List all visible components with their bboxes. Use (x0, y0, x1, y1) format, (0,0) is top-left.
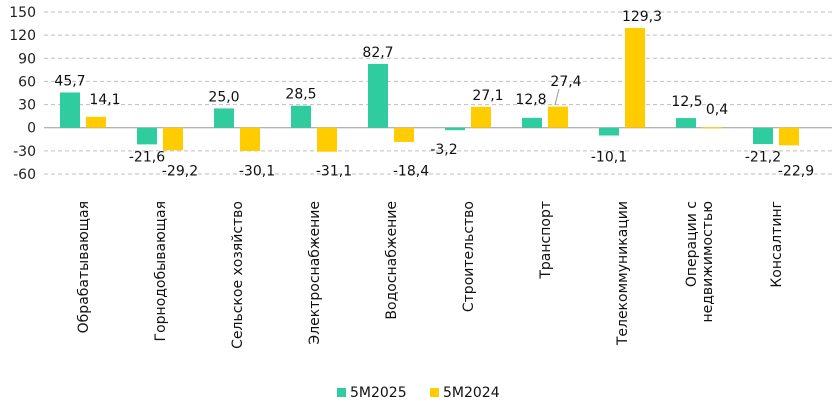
bar-series-1 (599, 127, 619, 136)
bar-series-1 (291, 105, 311, 128)
y-tick-label: 0 (27, 121, 36, 137)
data-label: 129,3 (622, 9, 662, 25)
data-label: 27,1 (472, 88, 503, 104)
category-label: Строительство (461, 201, 477, 312)
category-label: Электроснабжение (307, 201, 323, 345)
data-label: -29,2 (162, 164, 198, 180)
legend-label: 5М2025 (350, 385, 407, 401)
category-label-line: Транспорт (538, 201, 554, 280)
bar-series-2 (471, 106, 491, 128)
bar-series-1 (676, 118, 696, 128)
category-label-line: Строительство (461, 201, 477, 312)
bar-series-2 (240, 127, 260, 151)
legend-swatch (430, 388, 439, 397)
bar-series-2 (394, 127, 414, 142)
bars-layer (60, 27, 799, 152)
category-labels-layer: Обрабатывающая Горнодобывающая Сельское хо… (76, 201, 785, 349)
bar-series-1 (522, 117, 542, 128)
y-axis-tick-labels: -60 -30 0 30 60 90 120 150 (9, 5, 36, 183)
category-label: Обрабатывающая (76, 201, 92, 333)
data-label: -3,2 (430, 142, 457, 158)
category-label: Транспорт (538, 201, 554, 280)
category-label-line: Обрабатывающая (76, 201, 92, 333)
category-label-line: недвижимостью (700, 201, 716, 323)
bar-series-2 (163, 127, 183, 151)
category-label-line: Водоснабжение (384, 201, 400, 320)
y-tick-label: 90 (18, 51, 36, 67)
category-label: Операции с недвижимостью (684, 201, 716, 323)
bar-series-2 (548, 106, 568, 128)
bar-series-1 (214, 108, 234, 128)
data-label: -22,9 (778, 164, 814, 180)
category-label-line: Операции с (684, 201, 700, 287)
label-leader-line (554, 88, 560, 106)
y-tick-label: -30 (13, 144, 36, 160)
y-tick-label: 60 (18, 74, 36, 90)
category-label: Телекоммуникации (615, 201, 631, 346)
category-label-line: Горнодобывающая (153, 201, 169, 341)
category-label: Горнодобывающая (153, 201, 169, 341)
bar-series-1 (753, 127, 773, 145)
category-label-line: Сельское хозяйство (230, 201, 246, 349)
y-tick-label: -60 (13, 167, 36, 183)
bar-series-1 (60, 92, 80, 128)
bar-series-1 (137, 127, 157, 145)
data-label: 25,0 (208, 89, 239, 105)
data-label: 12,8 (515, 92, 546, 108)
legend-swatch (337, 388, 346, 397)
bar-series-1 (368, 63, 388, 128)
data-label: -30,1 (239, 164, 275, 180)
data-label: 0,4 (706, 102, 728, 118)
data-label: -18,4 (393, 164, 429, 180)
bar-series-2 (625, 27, 645, 128)
data-labels-layer: 45,714,1 -21,6-29,2 25,0 -30,1 28,5 -31,1 82,7… (54, 9, 814, 180)
legend: 5М2025 5М2024 (337, 385, 500, 401)
y-tick-label: 150 (9, 5, 36, 21)
category-label-line: Электроснабжение (307, 201, 323, 345)
data-label: -10,1 (591, 150, 627, 166)
bar-series-2 (86, 116, 106, 128)
data-label: -21,6 (129, 150, 165, 166)
legend-label: 5М2024 (443, 385, 500, 401)
bar-series-2 (702, 127, 722, 129)
y-tick-label: 30 (18, 98, 36, 114)
data-label: 82,7 (362, 45, 393, 61)
data-label: 45,7 (54, 73, 85, 89)
y-tick-label: 120 (9, 28, 36, 44)
category-label: Водоснабжение (384, 201, 400, 320)
category-label: Сельское хозяйство (230, 201, 246, 349)
data-label: 12,5 (671, 94, 702, 110)
category-label-line: Телекоммуникации (615, 201, 631, 346)
data-label: 27,4 (550, 74, 581, 90)
data-label: -31,1 (316, 164, 352, 180)
data-label: 14,1 (89, 92, 120, 108)
category-label: Консалтинг (769, 201, 785, 288)
bar-series-2 (317, 127, 337, 152)
bar-series-1 (445, 127, 465, 131)
data-label: -21,2 (745, 150, 781, 166)
data-label: 28,5 (285, 87, 316, 103)
bar-series-2 (779, 127, 799, 146)
category-label-line: Консалтинг (769, 201, 785, 288)
